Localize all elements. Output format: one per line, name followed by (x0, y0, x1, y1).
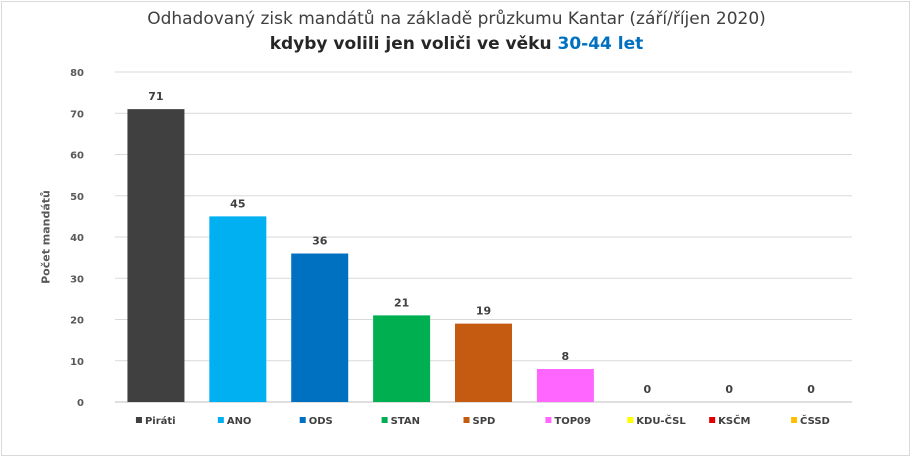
bar (373, 315, 431, 402)
bar (291, 253, 349, 402)
data-label: 8 (562, 350, 570, 363)
bar (455, 323, 512, 402)
bar (536, 369, 594, 402)
legend-swatch (463, 417, 470, 423)
data-label: 0 (725, 383, 733, 396)
chart-subtitle: kdyby volili jen voliči ve věku 30-44 le… (0, 34, 913, 54)
y-tick-label: 70 (70, 109, 84, 120)
legend-entry: ANO (227, 416, 252, 427)
y-tick-label: 10 (70, 357, 84, 368)
bar (127, 109, 185, 402)
legend-swatch (217, 417, 224, 423)
legend-entry: TOP09 (554, 416, 591, 427)
legend-entry: KSČM (718, 414, 750, 427)
y-tick-label: 50 (70, 192, 84, 203)
legend-swatch (381, 417, 388, 423)
bar (209, 216, 267, 402)
legend-swatch (791, 417, 798, 423)
legend-entry: ODS (309, 416, 333, 427)
y-tick-label: 0 (77, 398, 84, 409)
legend-entry: Piráti (145, 415, 176, 427)
data-label: 36 (312, 235, 328, 248)
data-label: 71 (148, 90, 163, 103)
y-tick-label: 30 (70, 274, 84, 285)
legend-entry: ČSSD (800, 414, 830, 427)
legend-swatch (135, 417, 142, 423)
y-tick-label: 60 (70, 151, 84, 162)
chart-subtitle-prefix: kdyby volili jen voliči ve věku (269, 34, 552, 54)
legend-swatch (545, 417, 552, 423)
legend-swatch (299, 417, 306, 423)
chart-subtitle-highlight: 30-44 let (557, 34, 644, 54)
chart-title: Odhadovaný zisk mandátů na základě průzk… (147, 9, 766, 29)
y-tick-label: 80 (70, 68, 84, 79)
y-tick-label: 40 (70, 233, 84, 244)
legend-swatch (627, 417, 634, 423)
legend-swatch (709, 417, 716, 423)
data-label: 21 (394, 296, 409, 309)
legend-entry: STAN (391, 416, 420, 427)
legend-entry: SPD (473, 416, 496, 427)
data-label: 0 (807, 383, 815, 396)
data-label: 45 (230, 197, 245, 210)
y-tick-label: 20 (70, 316, 84, 327)
data-label: 0 (643, 383, 651, 396)
legend-entry: KDU-ČSL (636, 414, 686, 427)
data-label: 19 (476, 305, 491, 318)
